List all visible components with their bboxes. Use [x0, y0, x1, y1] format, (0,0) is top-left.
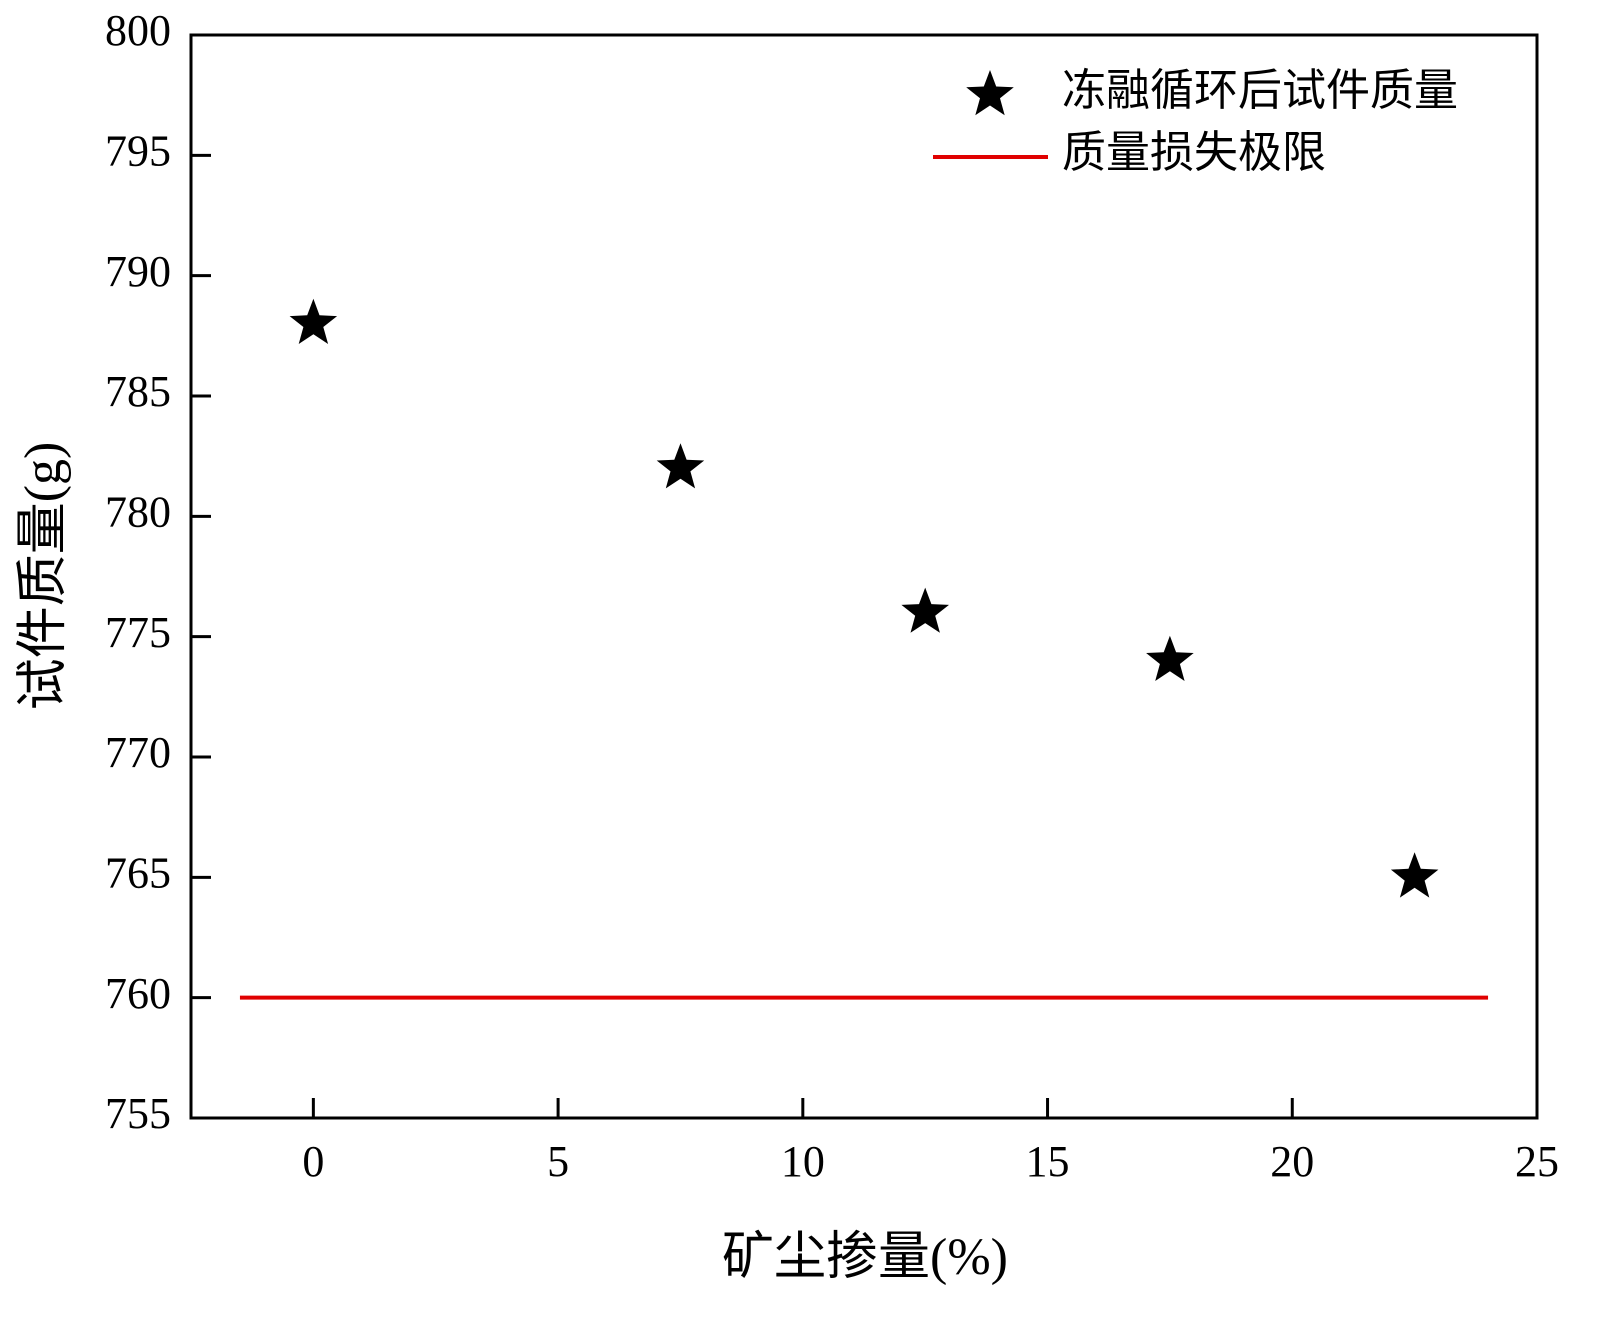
star-marker [1146, 635, 1194, 681]
y-tick-label: 775 [105, 608, 171, 657]
star-marker [656, 443, 705, 489]
x-tick-label: 15 [1026, 1137, 1070, 1186]
x-tick-label: 25 [1515, 1137, 1559, 1186]
legend-label: 冻融循环后试件质量 [1062, 66, 1458, 115]
legend-marker [966, 70, 1014, 116]
star-marker [1390, 852, 1439, 898]
y-tick-label: 765 [105, 848, 171, 897]
y-axis-title: 试件质量(g) [15, 442, 72, 711]
legend-label: 质量损失极限 [1062, 128, 1326, 177]
y-tick-label: 785 [105, 367, 171, 416]
y-tick-label: 795 [105, 126, 171, 175]
y-tick-label: 780 [105, 487, 171, 536]
x-tick-label: 20 [1270, 1137, 1314, 1186]
x-tick-label: 10 [781, 1137, 825, 1186]
y-tick-label: 790 [105, 247, 171, 296]
star-marker [289, 298, 338, 344]
star-marker [901, 587, 949, 633]
x-tick-label: 5 [547, 1137, 569, 1186]
y-tick-label: 800 [105, 6, 171, 55]
y-tick-label: 755 [105, 1089, 171, 1138]
plot-frame [189, 33, 1539, 1120]
x-axis-title: 矿尘掺量(%) [722, 1229, 1008, 1286]
y-tick-label: 770 [105, 728, 171, 777]
x-tick-label: 0 [302, 1137, 324, 1186]
y-tick-label: 760 [105, 969, 171, 1018]
